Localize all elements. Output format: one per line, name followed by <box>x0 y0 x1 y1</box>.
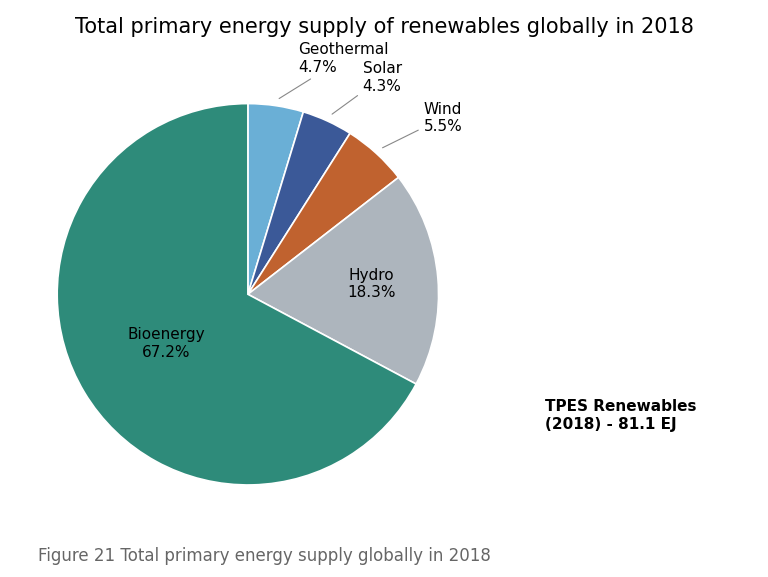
Wedge shape <box>248 133 399 294</box>
Wedge shape <box>57 104 416 485</box>
Text: Figure 21 Total primary energy supply globally in 2018: Figure 21 Total primary energy supply gl… <box>38 548 492 565</box>
Text: TPES Renewables
(2018) - 81.1 EJ: TPES Renewables (2018) - 81.1 EJ <box>545 399 697 432</box>
Text: Bioenergy
67.2%: Bioenergy 67.2% <box>127 327 205 359</box>
Text: Geothermal
4.7%: Geothermal 4.7% <box>279 42 389 99</box>
Text: Solar
4.3%: Solar 4.3% <box>332 62 402 114</box>
Text: Hydro
18.3%: Hydro 18.3% <box>347 268 396 300</box>
Wedge shape <box>248 177 439 384</box>
Text: Total primary energy supply of renewables globally in 2018: Total primary energy supply of renewable… <box>74 17 694 38</box>
Wedge shape <box>248 112 350 294</box>
Wedge shape <box>248 104 303 294</box>
Text: Wind
5.5%: Wind 5.5% <box>382 102 462 148</box>
